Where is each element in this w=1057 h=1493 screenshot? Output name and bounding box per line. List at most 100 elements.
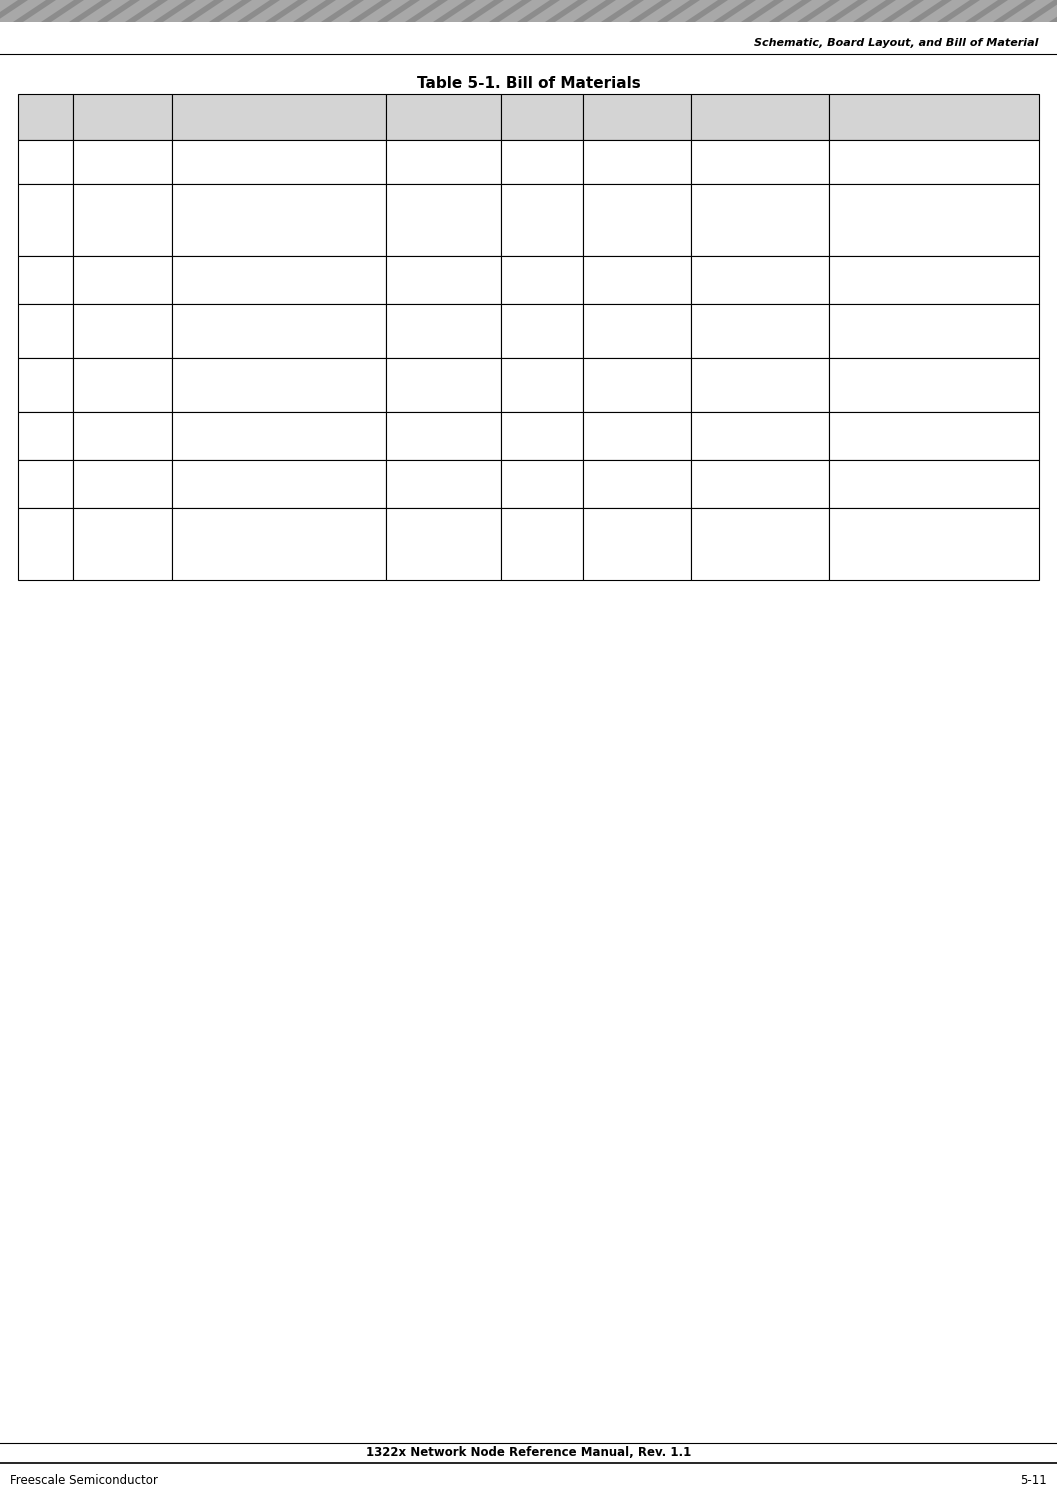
Text: 1: 1 [42,215,49,225]
Bar [582,184,690,255]
Text: 90122-20: 90122-20 [390,325,444,336]
Bar [582,358,690,412]
Bar [501,358,582,412]
Text: Molex: Molex [696,325,728,336]
Text: J7: J7 [117,539,128,549]
Bar [171,508,386,579]
Polygon shape [806,0,858,22]
Bar [501,412,582,460]
Text: Qty: Qty [34,110,57,124]
Polygon shape [135,0,186,22]
Bar [18,460,73,508]
Text: 1: 1 [42,325,49,336]
Bar [690,184,829,255]
Text: Tolerance: Tolerance [605,110,668,124]
Bar [73,460,171,508]
Polygon shape [499,0,550,22]
Bar [18,94,73,140]
Polygon shape [555,0,606,22]
Polygon shape [975,0,1026,22]
Polygon shape [696,0,746,22]
Bar [386,460,501,508]
Polygon shape [163,0,214,22]
Polygon shape [723,0,774,22]
Text: DC Power Jack PCB,
2mm: DC Power Jack PCB, 2mm [177,426,285,448]
Bar [582,255,690,305]
Bar [171,358,386,412]
Bar [171,412,386,460]
Bar [386,305,501,358]
Text: SMA: SMA [390,539,415,549]
Bar [171,140,386,184]
Text: J6: J6 [117,479,128,490]
Polygon shape [919,0,970,22]
Polygon shape [667,0,718,22]
Polygon shape [639,0,690,22]
Polygon shape [527,0,578,22]
Bar [690,460,829,508]
Polygon shape [863,0,914,22]
Polygon shape [0,0,18,22]
Text: Table 5-1. Bill of Materials: Table 5-1. Bill of Materials [416,76,641,91]
Polygon shape [387,0,438,22]
Text: Molex: Molex [696,381,728,390]
Bar [73,508,171,579]
Polygon shape [51,0,101,22]
Bar [690,412,829,460]
Bar [0,0,1057,22]
Bar [18,255,73,305]
Text: Taitek: Taitek [696,431,728,440]
Bar [582,140,690,184]
Text: Value: Value [425,110,462,124]
Text: USB-series "B"
receptacle: USB-series "B" receptacle [177,473,258,496]
Text: 292304-1: 292304-1 [834,479,887,490]
Text: 1: 1 [42,479,49,490]
Polygon shape [1031,0,1057,22]
Polygon shape [611,0,662,22]
Bar [501,255,582,305]
Text: Crystal SMD: Crystal SMD [177,157,244,167]
Polygon shape [835,0,886,22]
Bar [501,305,582,358]
Bar [171,184,386,255]
Polygon shape [23,0,74,22]
Bar [386,184,501,255]
Text: Manufacturer: Manufacturer [715,110,804,124]
Bar [73,255,171,305]
Bar [73,305,171,358]
Polygon shape [752,0,802,22]
Polygon shape [891,0,942,22]
Text: Dual Row Right Angle pin
header 0.38um gold: Dual Row Right Angle pin header 0.38um g… [177,320,318,342]
Bar [171,460,386,508]
Text: +-20ppm: +-20ppm [611,157,663,167]
Polygon shape [191,0,242,22]
Text: Description: Description [241,110,317,124]
Polygon shape [359,0,410,22]
Bar [386,94,501,140]
Bar [829,460,1039,508]
Polygon shape [219,0,270,22]
Text: 90122-26: 90122-26 [390,381,444,390]
Text: J2: J2 [117,381,128,390]
Text: D11: D11 [111,215,134,225]
Text: F-51553G
NBJ-LW-A
B: F-51553G NBJ-LW-A B [390,203,445,237]
Bar [73,412,171,460]
Text: 0: 0 [42,157,49,167]
Text: 1: 1 [42,275,49,285]
Bar [829,140,1039,184]
Bar [386,358,501,412]
Polygon shape [779,0,830,22]
Bar [501,508,582,579]
Polygon shape [79,0,130,22]
Bar [690,94,829,140]
Text: J5: J5 [117,431,128,440]
Text: PCB Battery Holder
2xAA: PCB Battery Holder 2xAA [177,269,284,291]
Text: F-51553GNBJ-LW-AEN: F-51553GNBJ-LW-AEN [834,215,953,225]
Text: Optrex: Optrex [696,215,734,225]
Text: Part
Reference: Part Reference [89,103,156,131]
Bar [73,140,171,184]
Bar [829,255,1039,305]
Text: 32.768kHz: 32.768kHz [390,157,450,167]
Text: 5-11: 5-11 [1020,1475,1047,1487]
Bar [829,412,1039,460]
